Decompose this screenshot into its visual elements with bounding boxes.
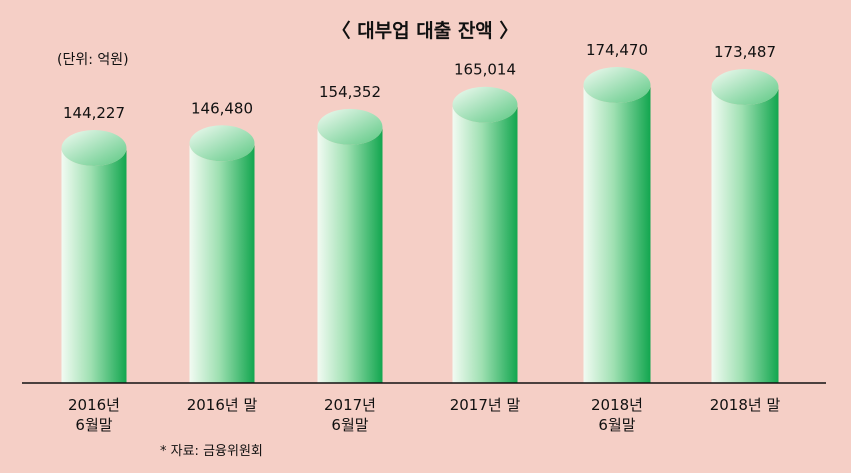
x-tick-label-5-line-2: 6월말 <box>598 416 635 434</box>
bar-5 <box>583 85 651 383</box>
bar-1 <box>61 148 127 383</box>
x-tick-label-5-line-1: 2018년 <box>591 396 643 414</box>
bars-group: 144,227 146,480 154,352 165,014 174,470 173,4… <box>61 41 779 384</box>
x-tick-label-3-line-2: 6월말 <box>331 416 368 434</box>
value-label-4: 165,014 <box>454 61 516 79</box>
x-tick-label-3-line-1: 2017년 <box>324 396 376 414</box>
x-tick-label-2: 2016년 말 <box>187 396 258 414</box>
bar-top-5 <box>583 67 651 103</box>
x-tick-label-1-line-1: 2016년 <box>68 396 120 414</box>
x-tick-labels: 2016년 6월말 2016년 말 2017년 6월말 2017년 말 2018년 6월말 20… <box>68 396 780 434</box>
value-label-1: 144,227 <box>63 104 125 122</box>
value-label-5: 174,470 <box>586 41 648 59</box>
bar-4 <box>452 104 518 383</box>
chart-title: 〈 대부업 대출 잔액 〉 <box>332 19 519 42</box>
x-tick-label-4: 2017년 말 <box>450 396 521 414</box>
unit-label: (단위: 억원) <box>57 52 129 68</box>
bar-top-6 <box>711 69 779 106</box>
bar-top-4 <box>452 86 518 123</box>
bar-3 <box>317 126 383 384</box>
bar-6 <box>711 87 779 383</box>
x-tick-label-1-line-2: 6월말 <box>75 416 112 434</box>
bar-top-3 <box>317 108 383 145</box>
bar-2 <box>189 143 255 383</box>
source-note: * 자료: 금융위원회 <box>160 444 263 459</box>
value-label-6: 173,487 <box>714 43 776 61</box>
value-label-3: 154,352 <box>319 83 381 101</box>
value-label-2: 146,480 <box>191 99 253 117</box>
bar-top-1 <box>61 130 127 166</box>
bar-top-2 <box>189 125 255 162</box>
x-tick-label-6: 2018년 말 <box>710 396 781 414</box>
